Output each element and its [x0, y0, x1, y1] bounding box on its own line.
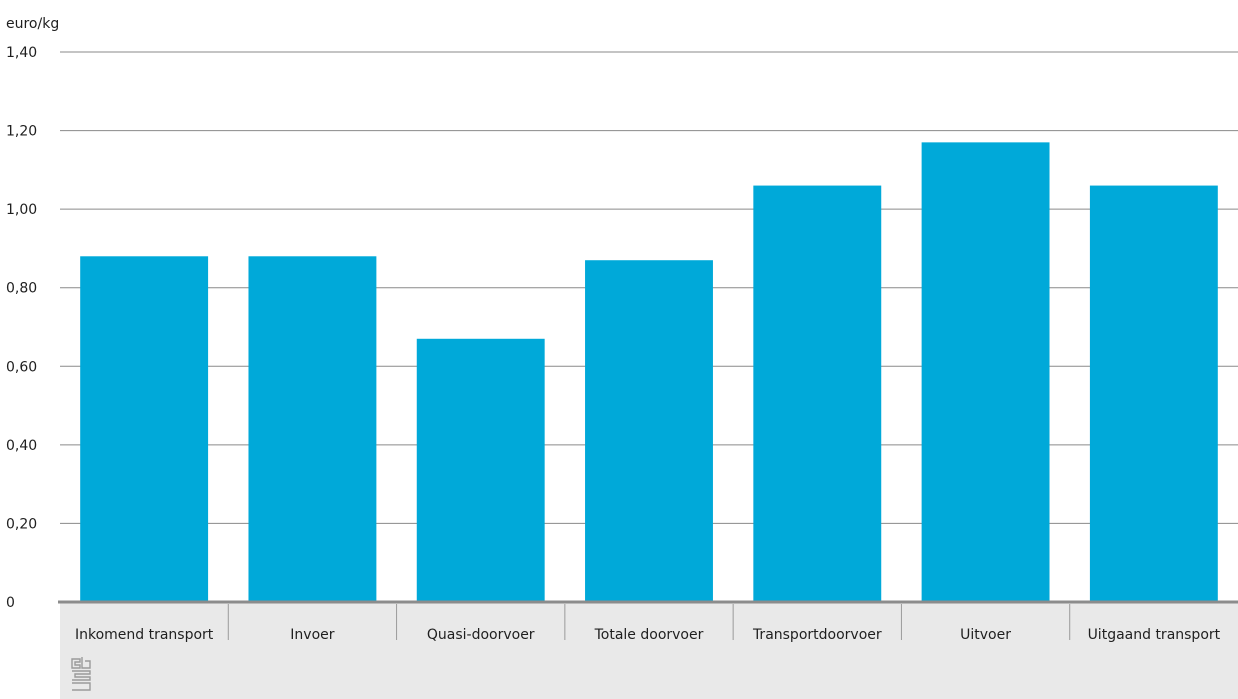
y-tick-label: 1,00	[6, 202, 37, 218]
bar	[921, 142, 1050, 602]
x-tick-label: Transportdoorvoer	[752, 627, 882, 643]
bar	[753, 185, 882, 603]
y-axis-ticks: 0 0,20 0,40 0,60 0,80 1,00 1,20 1,40	[6, 45, 37, 611]
y-tick-label: 0,40	[6, 438, 37, 454]
y-tick-label: 1,20	[6, 124, 37, 140]
category-band-background	[60, 602, 1238, 699]
cbs-logo-icon	[71, 657, 91, 691]
y-tick-label: 0,20	[6, 516, 37, 532]
x-tick-label: Inkomend transport	[75, 627, 214, 643]
x-axis-labels: Inkomend transport Invoer Quasi-doorvoer To…	[75, 627, 1221, 643]
category-separators	[227, 604, 1071, 640]
bar	[248, 256, 377, 602]
y-tick-label: 0	[6, 595, 15, 611]
y-tick-label: 0,80	[6, 281, 37, 297]
bar	[1089, 185, 1218, 603]
bars	[80, 142, 1218, 603]
x-tick-label: Quasi-doorvoer	[427, 627, 535, 643]
bar	[585, 260, 713, 602]
x-tick-label: Totale doorvoer	[594, 627, 704, 643]
bar	[80, 256, 209, 602]
y-tick-label: 1,40	[6, 45, 37, 61]
y-axis-unit-label: euro/kg	[6, 16, 59, 32]
bar	[416, 338, 545, 602]
y-tick-label: 0,60	[6, 359, 37, 375]
x-tick-label: Invoer	[290, 627, 334, 643]
x-tick-label: Uitvoer	[960, 627, 1011, 643]
x-tick-label: Uitgaand transport	[1088, 627, 1221, 643]
